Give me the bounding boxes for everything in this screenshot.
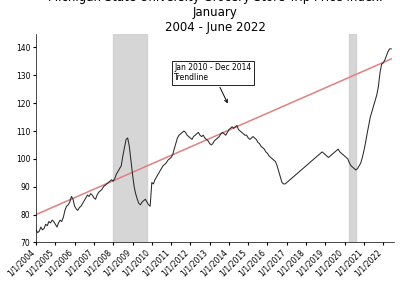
Bar bbox=[350, 34, 356, 243]
Bar bbox=[113, 34, 147, 243]
Text: Jan 2010 - Dec 2014
Trendline: Jan 2010 - Dec 2014 Trendline bbox=[174, 63, 252, 103]
Title: Michigan State University Grocery Store Trip Price Index: January
2004 - June 20: Michigan State University Grocery Store … bbox=[48, 0, 383, 34]
